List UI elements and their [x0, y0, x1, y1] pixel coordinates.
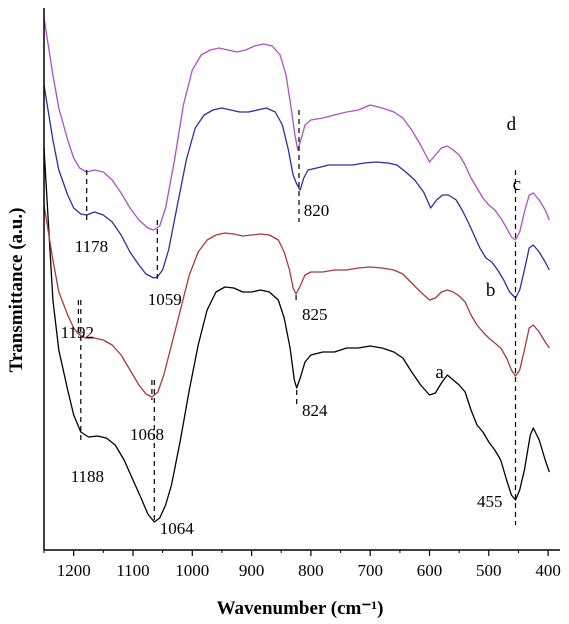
- peak-label-1068: 1068: [130, 425, 164, 444]
- peak-label-825: 825: [302, 305, 328, 324]
- x-tick-label-1200: 1200: [57, 561, 91, 580]
- x-tick-label-700: 700: [357, 561, 383, 580]
- curve-label-b: b: [486, 280, 496, 301]
- curve-labels: a b c d: [435, 114, 521, 383]
- plot-lines: [43, 17, 550, 523]
- x-tick-label-500: 500: [476, 561, 502, 580]
- peak-label-1188: 1188: [71, 467, 104, 486]
- series-line-c: [43, 84, 550, 299]
- series-line-a: [43, 147, 550, 523]
- peak-label-1192: 1192: [61, 323, 94, 342]
- peak-label-455: 455: [477, 492, 503, 511]
- x-ticks: 1200 1100 1000 900 800 700 600 500 400: [43, 550, 561, 580]
- peak-label-820: 820: [304, 201, 330, 220]
- peak-label-1059: 1059: [148, 290, 182, 309]
- peak-label-1178: 1178: [75, 237, 108, 256]
- curve-label-c: c: [513, 174, 521, 195]
- x-tick-label-800: 800: [298, 561, 324, 580]
- annotations: 1188 1064 824 455 1192 1068 825 1178 1059 820: [61, 201, 503, 538]
- series-line-d: [43, 17, 550, 241]
- peak-label-824: 824: [302, 401, 328, 420]
- y-axis-title: Transmittance (a.u.): [6, 208, 27, 373]
- curve-label-a: a: [435, 362, 444, 383]
- x-tick-label-1000: 1000: [175, 561, 209, 580]
- x-axis-title: Wavenumber (cm⁻¹): [217, 598, 384, 619]
- x-tick-label-1100: 1100: [116, 561, 149, 580]
- dashed-markers: [77, 110, 517, 525]
- x-tick-label-900: 900: [239, 561, 265, 580]
- peak-label-1064: 1064: [160, 519, 195, 538]
- curve-label-d: d: [507, 114, 517, 135]
- x-tick-label-600: 600: [417, 561, 443, 580]
- series-line-b: [43, 204, 550, 398]
- x-tick-label-400: 400: [535, 561, 561, 580]
